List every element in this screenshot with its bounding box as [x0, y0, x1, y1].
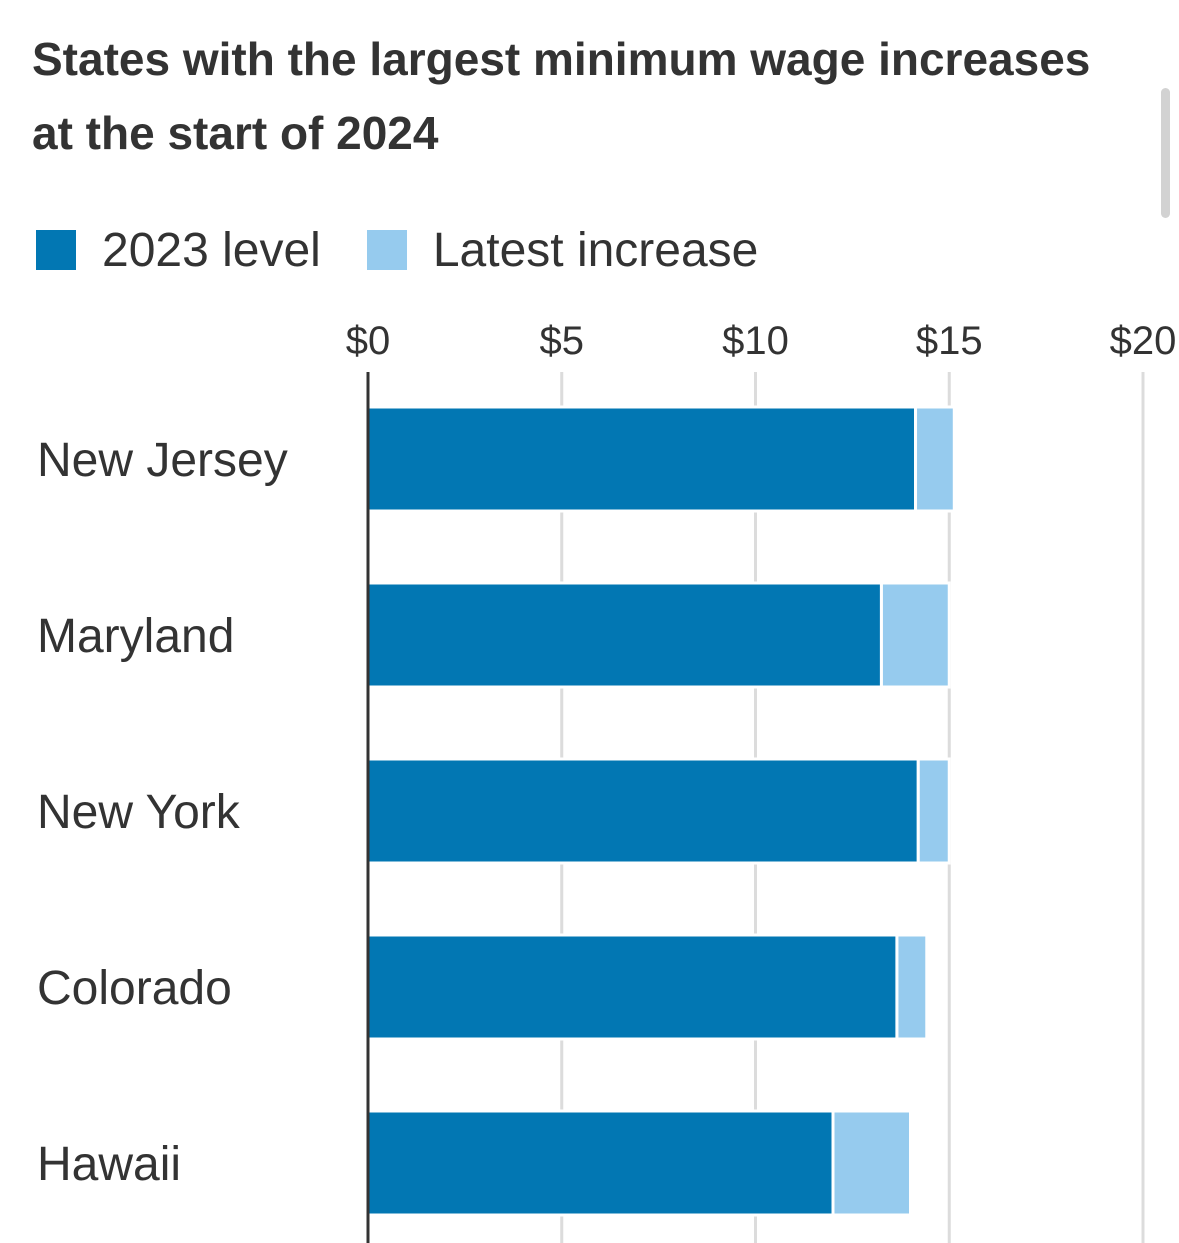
- x-tick-label-15: $15: [916, 319, 983, 363]
- bar-colorado-2023-level: [366, 933, 899, 1041]
- x-tick-label-10: $10: [722, 319, 789, 363]
- bar-new-york-2023-level: [366, 757, 920, 865]
- x-tick-label-20: $20: [1110, 319, 1177, 363]
- scrollbar[interactable]: [1161, 88, 1170, 218]
- bar-new-jersey-latest-increase: [914, 405, 956, 513]
- category-label-maryland: Maryland: [37, 610, 234, 663]
- x-tick-label-5: $5: [540, 319, 585, 363]
- legend-item-latest-increase: Latest increase: [366, 223, 759, 278]
- category-label-hawaii: Hawaii: [37, 1138, 181, 1191]
- category-label-colorado: Colorado: [37, 962, 232, 1015]
- legend-item-2023-level: 2023 level: [36, 223, 321, 278]
- category-label-new-jersey: New Jersey: [37, 434, 288, 487]
- legend-label-latest-increase: Latest increase: [432, 223, 759, 277]
- bar-new-york-latest-increase: [916, 757, 951, 865]
- legend-label-2023-level: 2023 level: [102, 223, 321, 277]
- bar-maryland-latest-increase: [879, 581, 951, 689]
- bar-maryland-2023-level: [366, 581, 883, 689]
- bar-new-jersey-2023-level: [366, 405, 918, 513]
- category-label-new-york: New York: [37, 786, 241, 839]
- x-tick-label-0: $0: [346, 319, 391, 363]
- legend-swatch-2023-level: [36, 230, 76, 270]
- legend: 2023 level Latest increase: [36, 220, 804, 280]
- bar-hawaii-2023-level: [366, 1109, 835, 1217]
- bar-hawaii-latest-increase: [831, 1109, 912, 1217]
- legend-swatch-latest-increase: [366, 230, 407, 270]
- bar-colorado-latest-increase: [895, 933, 929, 1041]
- chart-title: States with the largest minimum wage inc…: [32, 33, 1091, 159]
